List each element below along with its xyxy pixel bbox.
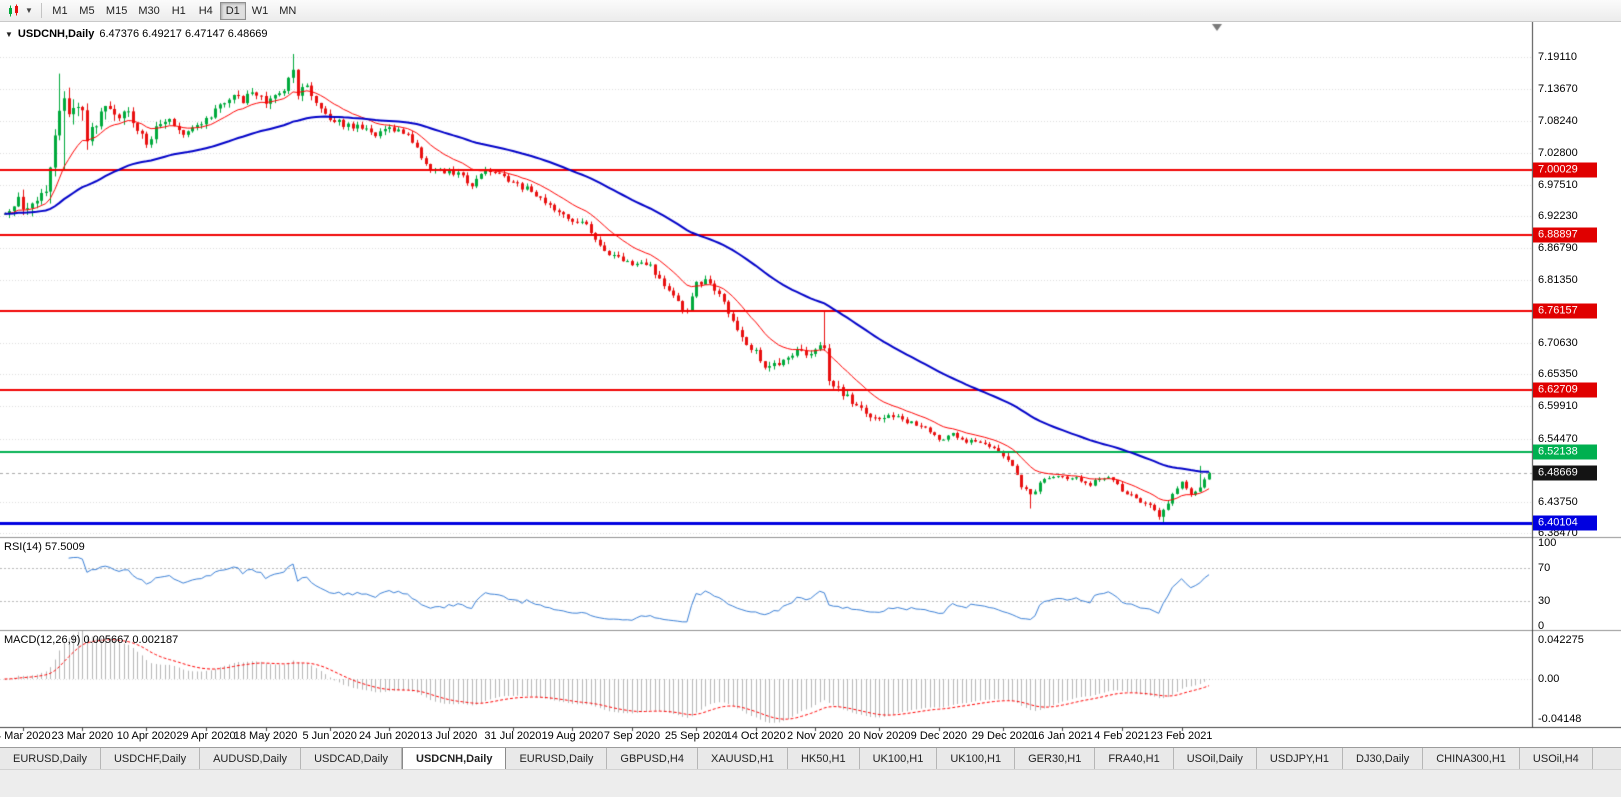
- candlestick-chart-icon: [9, 4, 18, 16]
- date-axis-label: 9 Dec 2020: [910, 730, 967, 742]
- price-axis-label: 6.43750: [1538, 495, 1578, 508]
- date-axis-label: 4 Feb 2021: [1094, 730, 1150, 742]
- date-axis-label: 29 Apr 2020: [176, 730, 236, 742]
- macd-axis-label: -0.04148: [1538, 713, 1582, 725]
- chart-tab-dj30-daily[interactable]: DJ30,Daily: [1343, 748, 1424, 769]
- chart-symbol-period: USDCNH,Daily: [17, 28, 95, 40]
- date-axis-label: 25 Sep 2020: [664, 730, 728, 742]
- status-bar: [0, 769, 1621, 797]
- chart-tab-usdjpy-h1[interactable]: USDJPY,H1: [1257, 748, 1344, 769]
- rsi-axis-label: 0: [1538, 620, 1545, 632]
- date-axis-label: 20 Nov 2020: [848, 730, 911, 742]
- price-axis-label: 6.81350: [1538, 273, 1578, 286]
- candlestick-chart-canvas[interactable]: [0, 22, 1621, 747]
- rsi-axis-label: 100: [1538, 537, 1557, 549]
- date-axis-label: 29 Dec 2020: [971, 730, 1035, 742]
- chart-ohlc-values: 6.47376 6.49217 6.47147 6.48669: [99, 28, 268, 40]
- chart-tab-gbpusd-h4[interactable]: GBPUSD,H4: [607, 748, 698, 769]
- chart-tab-eurusd-daily[interactable]: EURUSD,Daily: [506, 748, 608, 769]
- price-axis-label: 6.92230: [1538, 209, 1578, 222]
- price-axis-label: 7.13670: [1538, 83, 1578, 96]
- date-axis-label: 4 Mar 2020: [0, 730, 51, 742]
- date-axis-label: 23 Mar 2020: [51, 730, 114, 742]
- chart-type-button[interactable]: ▼: [4, 2, 36, 20]
- timeframe-button-d1[interactable]: D1: [219, 1, 246, 20]
- price-tag-6-88897: 6.88897: [1533, 227, 1597, 243]
- price-axis-label: 7.08240: [1538, 115, 1578, 128]
- macd-axis-label: 0.00: [1538, 673, 1560, 685]
- rsi-indicator-label: RSI(14) 57.5009: [4, 541, 85, 553]
- date-axis-label: 5 Jun 2020: [302, 730, 357, 742]
- macd-axis-label: 0.042275: [1538, 634, 1584, 646]
- date-axis-label: 10 Apr 2020: [116, 730, 177, 742]
- timeframe-button-h1[interactable]: H1: [171, 4, 186, 17]
- chart-tab-ger30-h1[interactable]: GER30,H1: [1015, 748, 1096, 769]
- price-axis-label: 6.97510: [1538, 178, 1578, 191]
- chart-tab-bar: EURUSD,Daily USDCHF,Daily AUDUSD,Daily USDC…: [0, 747, 1621, 769]
- chart-tab-uk100-h1[interactable]: UK100,H1: [937, 748, 1016, 769]
- timeframe-button-m30[interactable]: M30: [138, 4, 160, 17]
- chart-tab-usoil-daily[interactable]: USOil,Daily: [1174, 748, 1257, 769]
- date-axis-label: 24 Jun 2020: [358, 730, 420, 742]
- timeframe-button-m1[interactable]: M1: [52, 4, 68, 17]
- rsi-axis-label: 30: [1538, 595, 1551, 608]
- timeframe-button-w1[interactable]: W1: [251, 4, 269, 17]
- price-axis-label: 7.19110: [1538, 51, 1577, 63]
- price-tag-6-76157: 6.76157: [1533, 303, 1597, 319]
- chart-tab-china300-h1[interactable]: CHINA300,H1: [1423, 748, 1520, 769]
- price-axis-label: 6.54470: [1538, 432, 1578, 445]
- timeframe-toolbar: ▼ M1 M5 M15 M30 H1 H4 D1 W1 MN: [0, 0, 1621, 22]
- timeframe-button-m15[interactable]: M15: [105, 4, 128, 17]
- chart-tab-hk50-h1[interactable]: HK50,H1: [788, 748, 860, 769]
- chart-tab-audusd-daily[interactable]: AUDUSD,Daily: [200, 748, 302, 769]
- chart-tab-usdcad-daily[interactable]: USDCAD,Daily: [301, 748, 403, 769]
- date-axis-label: 2 Nov 2020: [787, 730, 844, 742]
- price-tag-6-40104: 6.40104: [1533, 515, 1597, 531]
- chart-tab-usdchf-daily[interactable]: USDCHF,Daily: [101, 748, 201, 769]
- chevron-down-icon: ▼: [25, 6, 33, 15]
- price-axis-label: 7.02800: [1538, 147, 1578, 160]
- price-axis-label: 6.86790: [1538, 241, 1578, 254]
- date-axis-label: 18 May 2020: [233, 730, 298, 742]
- chart-tab-usoil-h4[interactable]: USOil,H4: [1520, 748, 1593, 769]
- chart-tab-fra40-h1[interactable]: FRA40,H1: [1095, 748, 1174, 769]
- collapse-triangle-icon[interactable]: ▼: [5, 29, 13, 39]
- date-axis-label: 16 Jan 2021: [1032, 730, 1093, 742]
- price-tag-6-62709: 6.62709: [1533, 382, 1597, 398]
- timeframe-button-h4[interactable]: H4: [198, 4, 213, 17]
- chart-area: ▼ USDCNH,Daily 6.47376 6.49217 6.47147 6…: [0, 22, 1621, 747]
- price-tag-6-52138: 6.52138: [1533, 444, 1597, 460]
- date-axis-label: 13 Jul 2020: [420, 730, 478, 742]
- price-axis-label: 6.70630: [1538, 337, 1578, 350]
- chart-tab-xauusd-h1[interactable]: XAUUSD,H1: [698, 748, 788, 769]
- timeframe-button-m5[interactable]: M5: [79, 4, 95, 17]
- date-axis-label: 7 Sep 2020: [603, 730, 661, 742]
- price-axis-label: 6.65350: [1538, 368, 1578, 381]
- price-axis-label: 6.59910: [1538, 400, 1578, 413]
- date-axis-label: 31 Jul 2020: [484, 730, 542, 742]
- price-tag-6-48669: 6.48669: [1533, 465, 1597, 481]
- toolbar-separator: [40, 3, 42, 18]
- chart-tab-eurusd-daily[interactable]: EURUSD,Daily: [0, 748, 101, 769]
- date-axis-label: 19 Aug 2020: [541, 730, 604, 742]
- date-axis-label: 14 Oct 2020: [725, 730, 786, 742]
- chart-tab-uk100-h1[interactable]: UK100,H1: [860, 748, 938, 769]
- rsi-axis-label: 70: [1538, 561, 1551, 574]
- chart-tab-usdcnh-daily[interactable]: USDCNH,Daily: [402, 748, 507, 769]
- price-tag-7-00029: 7.00029: [1533, 162, 1597, 178]
- date-axis-label: 23 Feb 2021: [1150, 730, 1213, 742]
- chart-title: ▼ USDCNH,Daily 6.47376 6.49217 6.47147 6…: [5, 28, 268, 40]
- timeframe-button-mn[interactable]: MN: [279, 4, 297, 17]
- macd-indicator-label: MACD(12,26,9) 0.005667 0.002187: [4, 634, 179, 646]
- timeframe-buttons: M1 M5 M15 M30 H1 H4 D1 W1 MN: [47, 1, 301, 20]
